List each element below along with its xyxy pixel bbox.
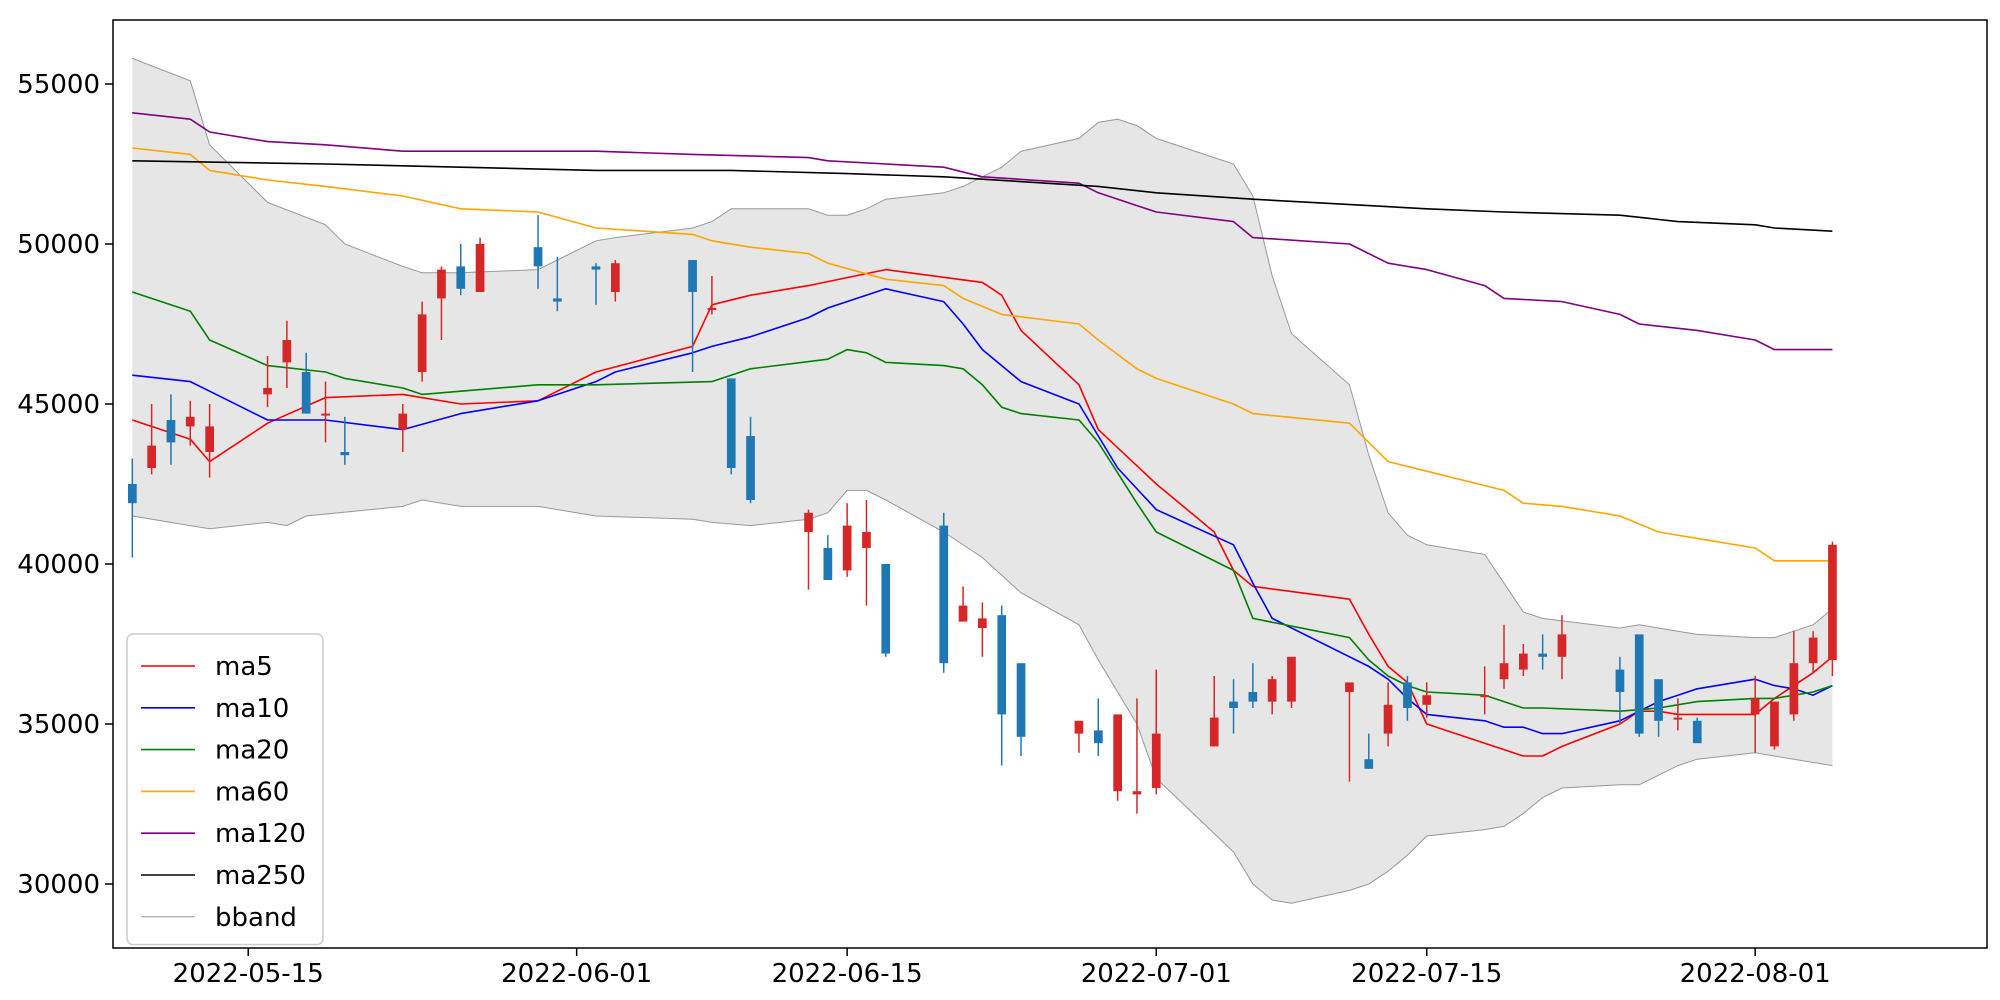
- candle-body: [340, 452, 350, 456]
- x-tick-label: 2022-05-15: [173, 959, 324, 989]
- candle-body: [1480, 695, 1489, 698]
- candle-body: [611, 263, 620, 292]
- candle-body: [147, 445, 156, 468]
- candle-body: [862, 532, 871, 548]
- candle-body: [1113, 714, 1122, 792]
- candle-body: [958, 605, 968, 622]
- candle-body: [1422, 695, 1432, 705]
- legend-label-ma120: ma120: [215, 819, 306, 849]
- candle-body: [128, 484, 137, 504]
- bband-upper-line: [132, 57, 1833, 639]
- candle-body: [746, 436, 755, 500]
- candle-body: [1538, 653, 1547, 657]
- candle-body: [591, 266, 601, 270]
- candle-body: [978, 618, 987, 628]
- candle-body: [707, 308, 717, 310]
- legend-label-ma60: ma60: [215, 777, 289, 807]
- candle-body: [205, 426, 214, 452]
- legend-label-ma250: ma250: [215, 861, 306, 891]
- candle-body: [1519, 653, 1528, 670]
- candle-body: [1209, 717, 1219, 747]
- bband-fill: [132, 58, 1833, 904]
- candle-body: [1267, 679, 1277, 702]
- candle-body: [1248, 692, 1258, 702]
- ma10-line: [132, 287, 1833, 735]
- candle-body: [726, 378, 736, 468]
- y-axis: 30000 35000 40000 45000 50000 55000: [17, 70, 113, 900]
- candle-body: [804, 512, 813, 532]
- candle-body: [1789, 663, 1799, 715]
- candle-body: [456, 266, 466, 289]
- candle-body: [185, 416, 195, 427]
- bollinger-band-layer: [132, 57, 1833, 904]
- legend-label-ma20: ma20: [215, 736, 289, 766]
- candle-body: [437, 269, 446, 299]
- candle-body: [166, 420, 176, 443]
- candle-body: [1016, 663, 1026, 737]
- candle-body: [1673, 717, 1683, 720]
- x-tick-label: 2022-06-15: [772, 959, 923, 989]
- x-tick-label: 2022-07-01: [1081, 959, 1232, 989]
- candle-body: [688, 260, 697, 292]
- candle-body: [1287, 656, 1296, 702]
- x-tick-label: 2022-06-01: [501, 959, 652, 989]
- legend-label-ma5: ma5: [215, 652, 273, 682]
- candle-body: [842, 525, 852, 571]
- candle-body: [1770, 701, 1779, 747]
- candle-body: [1557, 634, 1567, 657]
- candle-body: [1229, 701, 1238, 708]
- legend-label-ma10: ma10: [215, 694, 289, 724]
- x-axis: 2022-05-15 2022-06-01 2022-06-15 2022-07-01…: [173, 948, 1831, 989]
- candle-body: [301, 372, 311, 414]
- y-tick-label: 55000: [17, 70, 100, 100]
- candle-body: [475, 244, 485, 292]
- candle-body: [417, 314, 427, 372]
- legend-box: [126, 633, 324, 946]
- moving-average-lines: [132, 112, 1833, 757]
- candle-body: [321, 413, 330, 416]
- candle-body: [1808, 637, 1818, 664]
- candle-body: [997, 615, 1007, 715]
- ma120-line: [132, 112, 1833, 351]
- candle-body: [1345, 682, 1354, 692]
- legend: ma5 ma10 ma20 ma60 ma120 ma250 bband: [126, 633, 324, 946]
- legend-label-bband: bband: [215, 903, 297, 933]
- candle-body: [1828, 544, 1837, 660]
- candle-body: [1094, 730, 1103, 744]
- candle-body: [1364, 759, 1374, 769]
- candle-body: [881, 564, 891, 654]
- ma250-line: [132, 160, 1833, 232]
- candle-body: [263, 388, 272, 395]
- candle-body: [1151, 733, 1161, 788]
- x-tick-label: 2022-08-01: [1680, 959, 1831, 989]
- candle-body: [1750, 698, 1760, 715]
- y-tick-label: 30000: [17, 870, 100, 900]
- candle-body: [553, 298, 562, 302]
- plot-frame: [112, 19, 1988, 949]
- candle-body: [282, 340, 292, 363]
- y-tick-label: 45000: [17, 390, 100, 420]
- y-tick-label: 35000: [17, 710, 100, 740]
- candle-body: [1499, 663, 1509, 680]
- candle-body: [533, 247, 543, 267]
- candle-body: [398, 413, 408, 430]
- candle-body: [1634, 634, 1644, 734]
- candle-body: [1132, 791, 1142, 795]
- ma20-line: [132, 291, 1833, 713]
- candle-body: [1383, 704, 1393, 734]
- candle-body: [823, 548, 833, 580]
- ma60-line: [132, 147, 1833, 562]
- x-tick-label: 2022-07-15: [1351, 959, 1502, 989]
- candle-body: [1074, 720, 1084, 734]
- candle-body: [1692, 720, 1702, 744]
- candle-body: [1615, 669, 1625, 692]
- candle-body: [1654, 679, 1663, 721]
- y-tick-label: 50000: [17, 230, 100, 260]
- candle-body: [939, 525, 949, 664]
- candle-body: [1403, 682, 1412, 708]
- candles-layer: [128, 215, 1837, 814]
- y-tick-label: 40000: [17, 550, 100, 580]
